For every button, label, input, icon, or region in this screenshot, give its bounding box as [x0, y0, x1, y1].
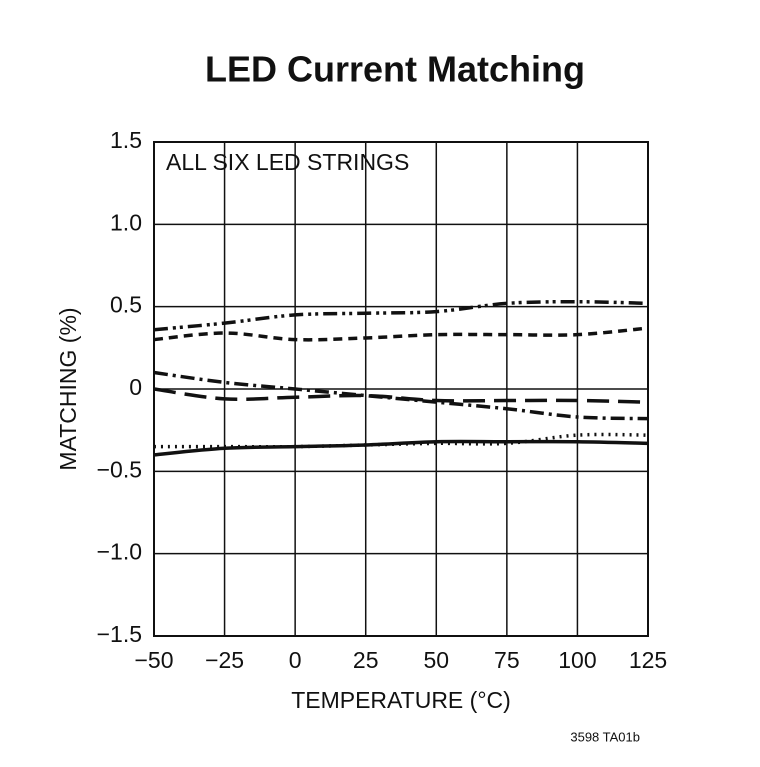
x-tick-label: 25 — [353, 647, 379, 673]
data-line — [153, 439, 649, 457]
data-line — [153, 326, 649, 342]
y-tick-label: −1.5 — [97, 621, 142, 647]
x-tick-label: −50 — [134, 647, 173, 673]
x-tick-label: 0 — [289, 647, 302, 673]
y-tick-label: 0 — [129, 374, 142, 400]
y-tick-label: −0.5 — [97, 456, 142, 482]
data-line — [154, 432, 649, 449]
x-tick-label: −25 — [205, 647, 244, 673]
x-axis-label: TEMPERATURE (°C) — [291, 687, 511, 713]
chart-title: LED Current Matching — [205, 49, 585, 90]
data-line — [153, 387, 649, 404]
y-tick-label: 1.5 — [110, 127, 142, 153]
annotation: ALL SIX LED STRINGS — [166, 149, 409, 175]
y-tick-label: 0.5 — [110, 292, 142, 318]
data-line — [153, 299, 649, 332]
y-tick-label: −1.0 — [97, 539, 142, 565]
x-tick-label: 125 — [629, 647, 667, 673]
y-tick-label: 1.0 — [110, 209, 142, 235]
x-tick-label: 50 — [423, 647, 449, 673]
x-tick-label: 75 — [494, 647, 520, 673]
footnote: 3598 TA01b — [570, 729, 640, 744]
y-axis-label: MATCHING (%) — [55, 307, 81, 470]
data-line — [153, 370, 649, 421]
x-tick-label: 100 — [558, 647, 596, 673]
